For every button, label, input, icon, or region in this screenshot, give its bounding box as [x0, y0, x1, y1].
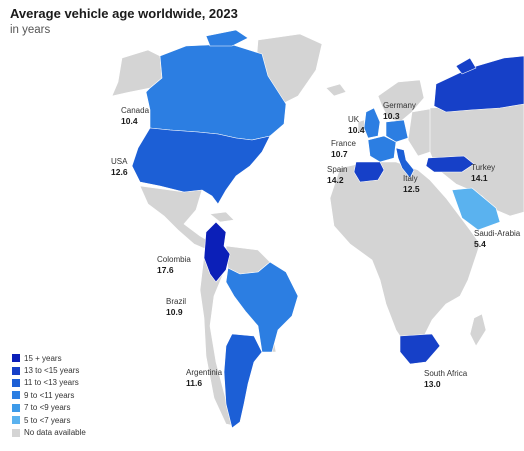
legend-item: 15 + years	[12, 352, 86, 364]
label-saudi-arabia: Saudi-Arabia 5.4	[474, 229, 521, 249]
legend-item: 7 to <9 years	[12, 402, 86, 414]
country-usa	[131, 127, 271, 205]
legend: 15 + years 13 to <15 years 11 to <13 yea…	[12, 352, 86, 439]
legend-swatch	[12, 366, 20, 375]
label-spain: Spain 14.2	[327, 165, 348, 185]
label-france: France 10.7	[331, 139, 356, 159]
label-usa: USA 12.6	[111, 157, 128, 177]
label-colombia: Colombia 17.6	[157, 255, 191, 275]
country-germany	[385, 119, 409, 143]
country-turkey	[425, 155, 475, 173]
region-madagascar	[469, 313, 487, 347]
legend-item: 5 to <7 years	[12, 414, 86, 426]
country-canada-island	[205, 29, 249, 47]
legend-swatch	[12, 403, 20, 412]
region-caribbean	[209, 211, 235, 223]
label-uk: UK 10.4	[348, 115, 365, 135]
legend-item: 11 to <13 years	[12, 377, 86, 389]
map-title: Average vehicle age worldwide, 2023	[10, 6, 238, 21]
label-canada: Canada 10.4	[121, 106, 150, 126]
country-colombia	[203, 221, 231, 283]
country-russia	[433, 55, 524, 113]
legend-swatch	[12, 428, 20, 437]
region-mexico-central-america	[139, 185, 215, 251]
country-spain	[353, 161, 385, 183]
legend-swatch	[12, 416, 20, 425]
label-argentina: Argentinia 11.6	[186, 368, 223, 388]
region-africa	[329, 161, 481, 349]
country-russia-north	[455, 57, 477, 75]
legend-swatch	[12, 378, 20, 387]
label-brazil: Brazil 10.9	[166, 297, 187, 317]
legend-item: 9 to <11 years	[12, 389, 86, 401]
label-turkey: Turkey 14.1	[471, 163, 496, 183]
legend-item: No data available	[12, 426, 86, 438]
legend-swatch	[12, 354, 20, 363]
country-uk	[363, 107, 381, 139]
country-saudi-arabia	[451, 187, 501, 231]
label-italy: Italy 12.5	[403, 174, 420, 194]
legend-item: 13 to <15 years	[12, 364, 86, 376]
label-south-africa: South Africa 13.0	[424, 369, 468, 389]
legend-swatch	[12, 391, 20, 400]
map-subtitle: in years	[10, 24, 51, 36]
country-italy	[395, 147, 415, 179]
country-south-africa	[399, 333, 441, 365]
country-brazil	[225, 261, 299, 353]
label-germany: Germany 10.3	[383, 101, 416, 121]
country-argentina	[223, 333, 263, 429]
region-iceland	[325, 83, 347, 97]
country-france	[367, 135, 397, 163]
